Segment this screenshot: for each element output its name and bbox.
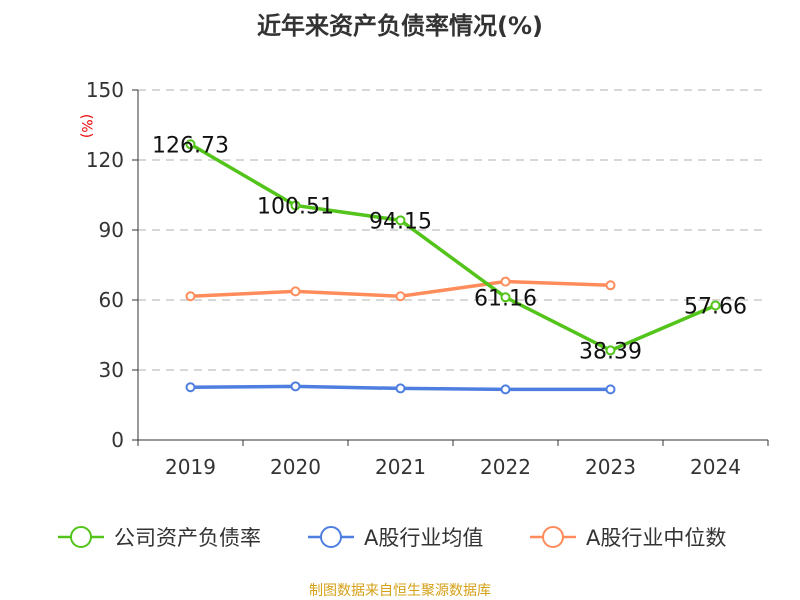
x-tick-label: 2022 xyxy=(480,455,531,479)
data-point xyxy=(395,291,406,302)
x-tick-label: 2023 xyxy=(585,455,636,479)
legend-label: A股行业中位数 xyxy=(586,526,726,550)
data-point xyxy=(500,276,511,287)
y-tick-label: 30 xyxy=(99,358,124,382)
data-point xyxy=(395,383,406,394)
x-tick-label: 2024 xyxy=(690,455,741,479)
data-label: 57.66 xyxy=(684,294,747,319)
y-tick-label: 60 xyxy=(99,288,124,312)
source-footer: 制图数据来自恒生聚源数据库 xyxy=(309,583,491,599)
y-tick-label: 90 xyxy=(99,218,124,242)
y-axis-label: (%) xyxy=(78,114,94,138)
x-tick-label: 2019 xyxy=(165,455,216,479)
y-tick-label: 120 xyxy=(86,148,124,172)
data-point xyxy=(290,381,301,392)
data-point xyxy=(605,280,616,291)
data-label: 94.15 xyxy=(369,209,432,234)
y-tick-label: 150 xyxy=(86,78,124,102)
data-point xyxy=(605,345,616,356)
data-point xyxy=(185,382,196,393)
y-tick-label: 0 xyxy=(111,428,124,452)
data-label: 61.16 xyxy=(474,286,537,311)
data-label: 126.73 xyxy=(152,133,229,158)
legend-marker xyxy=(70,526,92,548)
data-label: 100.51 xyxy=(257,194,334,219)
data-point xyxy=(605,384,616,395)
data-point xyxy=(710,300,721,311)
legend-label: 公司资产负债率 xyxy=(114,526,261,550)
legend-marker xyxy=(320,526,342,548)
data-point xyxy=(290,286,301,297)
data-label: 38.39 xyxy=(579,339,642,364)
data-point xyxy=(290,200,301,211)
data-point xyxy=(500,384,511,395)
x-tick-label: 2021 xyxy=(375,455,426,479)
x-tick-label: 2020 xyxy=(270,455,321,479)
data-point xyxy=(185,291,196,302)
legend-marker xyxy=(542,526,564,548)
data-point xyxy=(185,139,196,150)
series-line xyxy=(189,142,717,353)
data-point xyxy=(395,215,406,226)
legend-label: A股行业均值 xyxy=(364,526,483,550)
chart-title: 近年来资产负债率情况(%) xyxy=(257,12,543,40)
data-point xyxy=(500,292,511,303)
